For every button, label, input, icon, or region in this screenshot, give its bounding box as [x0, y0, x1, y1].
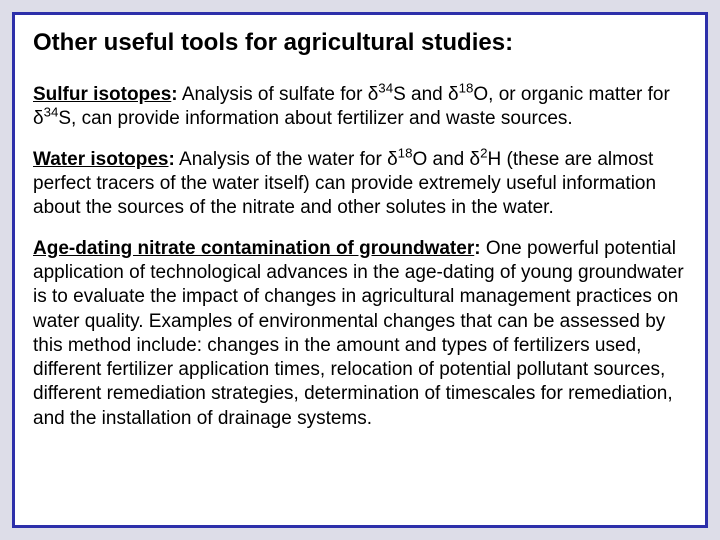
section-colon: :: [171, 84, 177, 105]
section-colon: :: [169, 149, 175, 170]
section-lead: Sulfur isotopes: [33, 84, 171, 105]
content-panel: Other useful tools for agricultural stud…: [12, 12, 708, 528]
section-body: One powerful potential application of te…: [33, 238, 684, 429]
section-sulfur: Sulfur isotopes: Analysis of sulfate for…: [33, 83, 687, 132]
section-lead: Age-dating nitrate contamination of grou…: [33, 238, 474, 259]
section-lead: Water isotopes: [33, 149, 169, 170]
panel-title: Other useful tools for agricultural stud…: [33, 29, 687, 57]
section-age-dating: Age-dating nitrate contamination of grou…: [33, 237, 687, 432]
section-water: Water isotopes: Analysis of the water fo…: [33, 148, 687, 221]
